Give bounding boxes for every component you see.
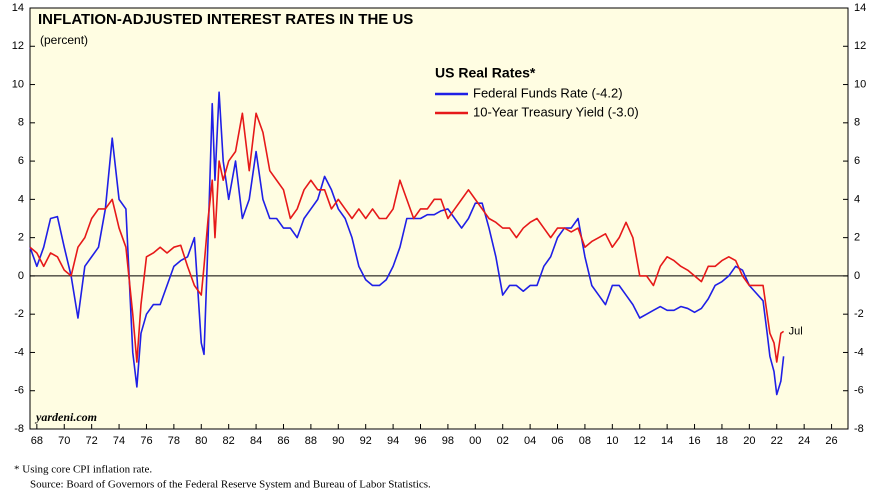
- y2-tick-label: 4: [854, 193, 860, 205]
- series-line: [29, 91, 785, 396]
- y2-tick-label: 6: [854, 155, 860, 167]
- y2-tick-label: 10: [854, 78, 866, 90]
- legend-title: US Real Rates*: [435, 65, 536, 81]
- y2-tick-label: -4: [854, 346, 864, 358]
- y2-tick-label: 2: [854, 232, 860, 244]
- y2-tick-label: -8: [854, 423, 864, 435]
- x-tick-label: 74: [113, 435, 125, 447]
- x-tick-label: 12: [634, 435, 646, 447]
- x-tick-label: 06: [551, 435, 563, 447]
- x-tick-label: 92: [360, 435, 372, 447]
- y-tick-label: -4: [14, 346, 24, 358]
- plot-area: [29, 7, 849, 430]
- x-tick-label: 00: [469, 435, 481, 447]
- y-tick-label: 12: [12, 40, 24, 52]
- x-tick-label: 82: [223, 435, 235, 447]
- x-tick-label: 90: [332, 435, 344, 447]
- y-tick-label: -6: [14, 385, 24, 397]
- y-tick-label: 4: [18, 193, 24, 205]
- x-tick-label: 18: [716, 435, 728, 447]
- watermark: yardeni.com: [34, 410, 97, 424]
- x-tick-label: 20: [743, 435, 755, 447]
- x-tick-label: 22: [771, 435, 783, 447]
- y-tick-label: -2: [14, 308, 24, 320]
- y-tick-label: 0: [18, 270, 24, 282]
- series-line: [29, 112, 785, 363]
- x-tick-label: 84: [250, 435, 262, 447]
- y-tick-label: 2: [18, 232, 24, 244]
- y-tick-label: -8: [14, 423, 24, 435]
- x-tick-label: 24: [798, 435, 810, 447]
- y2-tick-label: 8: [854, 117, 860, 129]
- legend-label: Federal Funds Rate (-4.2): [473, 85, 623, 100]
- source-note: Source: Board of Governors of the Federa…: [30, 479, 431, 491]
- x-tick-label: 88: [305, 435, 317, 447]
- annotation: Jul: [789, 325, 803, 337]
- x-tick-label: 04: [524, 435, 536, 447]
- y2-tick-label: 12: [854, 40, 866, 52]
- legend-label: 10-Year Treasury Yield (-3.0): [473, 104, 639, 119]
- y2-tick-label: 14: [854, 2, 866, 14]
- x-tick-label: 70: [58, 435, 70, 447]
- y-tick-label: 6: [18, 155, 24, 167]
- footnote: * Using core CPI inflation rate.: [14, 464, 152, 476]
- x-tick-label: 16: [688, 435, 700, 447]
- x-tick-label: 02: [497, 435, 509, 447]
- x-tick-label: 72: [86, 435, 98, 447]
- x-tick-label: 96: [414, 435, 426, 447]
- chart-title: INFLATION-ADJUSTED INTEREST RATES IN THE…: [38, 11, 413, 28]
- y2-tick-label: -6: [854, 385, 864, 397]
- y-tick-label: 10: [12, 78, 24, 90]
- y-tick-label: 14: [12, 2, 24, 14]
- x-tick-label: 68: [31, 435, 43, 447]
- x-tick-label: 86: [277, 435, 289, 447]
- x-tick-label: 76: [140, 435, 152, 447]
- x-tick-label: 10: [606, 435, 618, 447]
- y2-tick-label: -2: [854, 308, 864, 320]
- x-tick-label: 14: [661, 435, 673, 447]
- x-tick-label: 08: [579, 435, 591, 447]
- x-tick-label: 98: [442, 435, 454, 447]
- x-tick-label: 80: [195, 435, 207, 447]
- y2-tick-label: 0: [854, 270, 860, 282]
- x-tick-label: 26: [825, 435, 837, 447]
- y-tick-label: 8: [18, 117, 24, 129]
- chart-subtitle: (percent): [40, 33, 88, 47]
- x-tick-label: 78: [168, 435, 180, 447]
- x-tick-label: 94: [387, 435, 399, 447]
